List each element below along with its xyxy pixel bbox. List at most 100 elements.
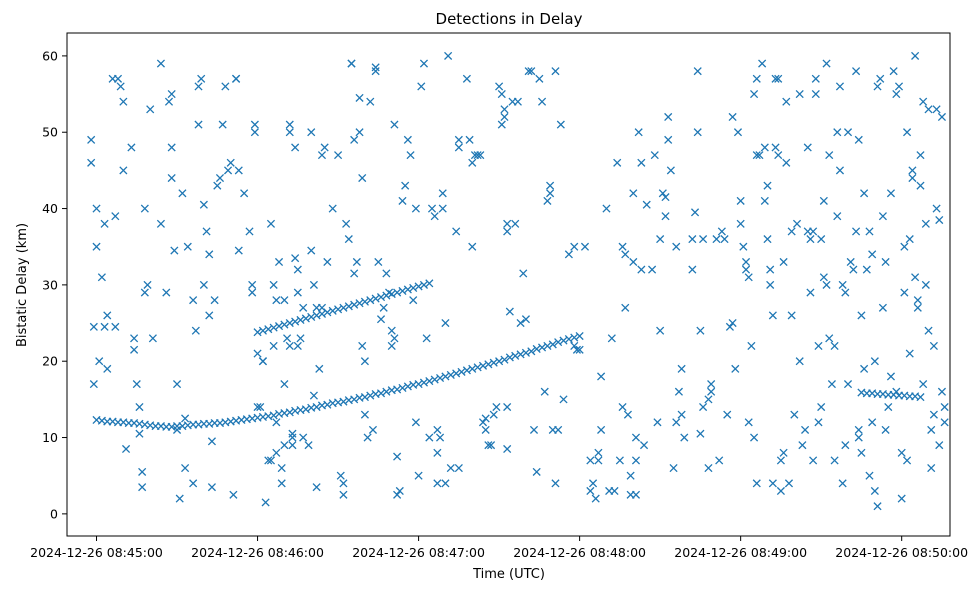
data-point [733,128,743,137]
data-point [916,151,925,160]
data-point [763,235,772,244]
data-point [672,418,681,427]
data-point [911,273,920,282]
data-point [868,250,877,259]
data-point [411,418,420,427]
data-point [376,389,386,398]
data-point [446,464,455,473]
data-point [575,345,584,354]
data-point [637,158,646,167]
data-point [89,380,98,389]
data-point [307,128,316,137]
data-point [696,326,705,335]
data-point [350,300,359,309]
data-point [505,353,514,362]
data-point [575,331,584,341]
data-point [835,166,845,175]
data-point [532,467,541,476]
data-point [197,74,206,83]
y-tick-label: 60 [42,48,58,63]
data-point [425,376,434,386]
data-point [393,288,402,297]
data-point [250,120,259,129]
data-point [900,288,909,297]
data-point [274,322,284,331]
data-point [277,464,286,473]
data-point [342,219,351,228]
y-tick-label: 0 [50,506,58,521]
data-point [363,433,372,442]
data-point [618,402,627,412]
data-point [669,464,678,473]
data-point [704,395,713,404]
data-point [417,82,426,91]
data-point [183,242,192,251]
data-point [360,393,369,402]
data-point [752,479,761,488]
data-point [291,143,300,152]
data-point [854,135,863,144]
data-point [253,328,262,337]
data-point [511,351,520,360]
data-point [843,380,853,389]
data-point [940,418,949,427]
data-point [857,448,866,457]
data-point [478,361,488,370]
data-point [409,283,418,292]
data-point [272,448,281,457]
data-point [194,120,203,129]
data-point [360,297,369,306]
data-point [164,97,174,106]
data-point [172,425,182,434]
data-point [148,334,157,343]
data-point [323,400,332,409]
data-point [591,494,600,503]
data-point [873,82,882,91]
data-point [398,196,407,205]
data-point [905,349,914,358]
data-point [113,74,123,83]
data-point [564,335,573,344]
data-point [433,479,442,488]
data-point [774,74,783,83]
data-point [642,200,651,209]
data-point [390,120,399,129]
data-point [288,429,297,438]
data-point [768,479,777,488]
data-point [497,90,506,99]
data-point [492,402,501,412]
data-point [409,296,418,305]
chart-title: Detections in Delay [436,10,583,28]
data-point [309,280,318,289]
data-point [908,173,917,183]
data-point [865,227,874,236]
data-point [454,135,463,144]
data-point [172,380,182,389]
data-point [741,265,751,274]
y-tick-label: 20 [42,354,58,369]
data-point [631,490,641,499]
data-point [253,402,262,412]
data-point [285,341,294,351]
data-point [707,380,716,389]
data-point [366,97,375,106]
data-point [398,383,407,392]
data-point [119,97,128,106]
data-point [873,502,882,511]
data-point [878,212,887,221]
data-point [272,296,281,305]
data-point [130,345,139,354]
data-point [532,344,541,354]
data-point [385,288,394,297]
data-point [586,486,595,496]
data-point [121,444,131,454]
plot-frame [66,32,951,537]
data-point [752,74,761,83]
data-point [309,391,318,400]
data-point [444,51,453,60]
data-point [484,441,493,450]
data-point [736,196,745,205]
data-point [344,302,353,311]
data-point [559,395,568,404]
data-point [758,59,767,68]
